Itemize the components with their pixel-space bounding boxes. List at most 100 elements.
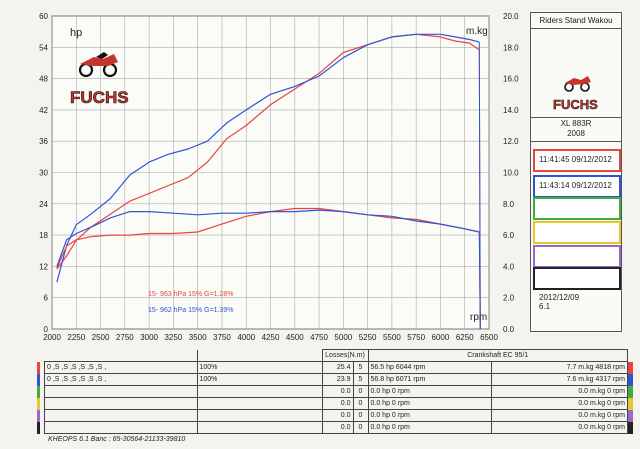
y2-tick-label: 16.0 — [503, 75, 519, 84]
row-loss1: 25.4 — [321, 361, 354, 374]
x-tick-label: 2750 — [116, 333, 134, 342]
y-tick-label: 24 — [39, 200, 48, 209]
series-group — [56, 33, 481, 330]
x-tick-label: 4250 — [262, 333, 280, 342]
row-color-marker — [628, 398, 633, 410]
legend-slot-label: 11:41:45 09/12/2012 — [539, 155, 612, 164]
row-settings — [44, 385, 198, 398]
row-power: 56.8 hp 6071 rpm — [367, 373, 492, 386]
legend-slot-6 — [533, 267, 621, 290]
row-percent — [196, 421, 323, 434]
row-power: 0.0 hp 0 rpm — [367, 409, 492, 422]
annotation-red: 15- 963 hPa 15% G=1.28% — [148, 291, 233, 298]
annotation-blue: 15- 962 hPa 15% G=1.39% — [148, 307, 233, 314]
legend-slot-3 — [533, 197, 621, 220]
x-tick-label: 3750 — [213, 333, 231, 342]
row-color-marker — [37, 386, 40, 398]
legend-panel: Riders Stand Wakou FUCHS XL 883R 2008 11… — [530, 12, 622, 332]
x-tick-label: 5250 — [359, 333, 377, 342]
x-axis-ticks: 2000 2250 2500 2750 3000 3250 3500 3750 4000 4250… — [43, 333, 498, 342]
row-loss1: 0.0 — [321, 397, 354, 410]
row-power: 0.0 hp 0 rpm — [367, 385, 492, 398]
row-settings — [44, 397, 198, 410]
x-tick-label: 3000 — [140, 333, 158, 342]
series-line-power-red — [56, 33, 480, 270]
row-loss2: 0 — [352, 421, 369, 434]
rpm-axis-label: rpm — [470, 312, 487, 323]
y2-tick-label: 18.0 — [503, 43, 519, 52]
x-tick-label: 6000 — [432, 333, 450, 342]
y2-tick-label: 12.0 — [503, 137, 519, 146]
row-torque: 0.0 m.kg 0 rpm — [490, 397, 628, 410]
fuchs-logo-text: FUCHS — [70, 88, 129, 107]
row-color-marker — [37, 422, 40, 434]
row-loss2: 0 — [352, 409, 369, 422]
legend-slot-label: 11:43:14 09/12/2012 — [539, 181, 612, 190]
row-color-marker — [628, 374, 633, 386]
table-header: Losses(N.m) Crankshaft EC 95/1 — [44, 349, 628, 362]
row-color-marker — [628, 410, 633, 422]
x-tick-label: 6250 — [456, 333, 474, 342]
row-torque: 7.6 m.kg 4317 rpm — [490, 373, 628, 386]
fuchs-logo-text: FUCHS — [553, 97, 598, 112]
x-tick-label: 5750 — [407, 333, 425, 342]
y-tick-label: 12 — [39, 262, 48, 271]
grid — [51, 15, 490, 330]
row-loss2: 5 — [352, 373, 369, 386]
software-version: 6.1 — [539, 302, 551, 311]
x-tick-label: 2000 — [43, 333, 61, 342]
table-row: 0 ,S ,S ,S ,S ,S ,S , 100% 23.9 5 56.8 h… — [44, 373, 628, 386]
legend-slot-4 — [533, 221, 621, 244]
row-color-marker — [37, 410, 40, 422]
row-settings: 0 ,S ,S ,S ,S ,S ,S , — [44, 361, 198, 374]
x-tick-label: 3500 — [189, 333, 207, 342]
x-tick-label: 2500 — [92, 333, 110, 342]
divider — [531, 141, 621, 142]
mkg-axis-label: m.kg — [466, 26, 488, 37]
row-loss2: 0 — [352, 385, 369, 398]
row-color-marker — [628, 362, 633, 374]
row-color-marker — [628, 386, 633, 398]
motorcycle-icon — [564, 76, 591, 92]
legend-slot-1: 11:41:45 09/12/2012 — [533, 149, 621, 172]
table-row: 0.0 0 0.0 hp 0 rpm 0.0 m.kg 0 rpm — [44, 385, 628, 398]
row-loss1: 0.0 — [321, 409, 354, 422]
x-tick-label: 5500 — [383, 333, 401, 342]
row-percent — [196, 385, 323, 398]
row-percent: 100% — [196, 373, 323, 386]
row-percent — [196, 409, 323, 422]
y-tick-label: 36 — [39, 137, 48, 146]
x-tick-label: 4000 — [237, 333, 255, 342]
row-power: 56.5 hp 6044 rpm — [367, 361, 492, 374]
losses-header: Losses(N.m) — [321, 349, 369, 362]
row-color-marker — [37, 398, 40, 410]
x-tick-label: 6500 — [480, 333, 498, 342]
row-torque: 7.7 m.kg 4818 rpm — [490, 361, 628, 374]
row-color-marker — [37, 362, 40, 374]
y-tick-label: 30 — [39, 169, 48, 178]
y-tick-label: 18 — [39, 231, 48, 240]
table-row: 0 ,S ,S ,S ,S ,S ,S , 100% 25.4 5 56.5 h… — [44, 361, 628, 374]
x-tick-label: 4500 — [286, 333, 304, 342]
row-percent: 100% — [196, 361, 323, 374]
row-loss2: 5 — [352, 361, 369, 374]
y2-tick-label: 14.0 — [503, 106, 519, 115]
row-settings — [44, 409, 198, 422]
y2-tick-label: 6.0 — [503, 231, 515, 240]
row-torque: 0.0 m.kg 0 rpm — [490, 409, 628, 422]
x-tick-label: 5000 — [334, 333, 352, 342]
row-loss1: 23.9 — [321, 373, 354, 386]
row-torque: 0.0 m.kg 0 rpm — [490, 385, 628, 398]
table-row: 0.0 0 0.0 hp 0 rpm 0.0 m.kg 0 rpm — [44, 397, 628, 410]
legend-slot-2: 11:43:14 09/12/2012 — [533, 175, 621, 198]
x-tick-label: 3250 — [164, 333, 182, 342]
model-name: XL 883R — [560, 119, 592, 128]
legend-slot-5 — [533, 245, 621, 268]
series-line-power-blue — [56, 33, 480, 283]
y-tick-label: 48 — [39, 75, 48, 84]
table-row: 0.0 0 0.0 hp 0 rpm 0.0 m.kg 0 rpm — [44, 421, 628, 434]
y-axis-ticks: 0 6 12 18 24 30 36 42 48 54 60 — [39, 12, 48, 334]
hp-axis-label: hp — [70, 27, 82, 39]
y2-tick-label: 0.0 — [503, 325, 515, 334]
y-tick-label: 0 — [44, 325, 49, 334]
